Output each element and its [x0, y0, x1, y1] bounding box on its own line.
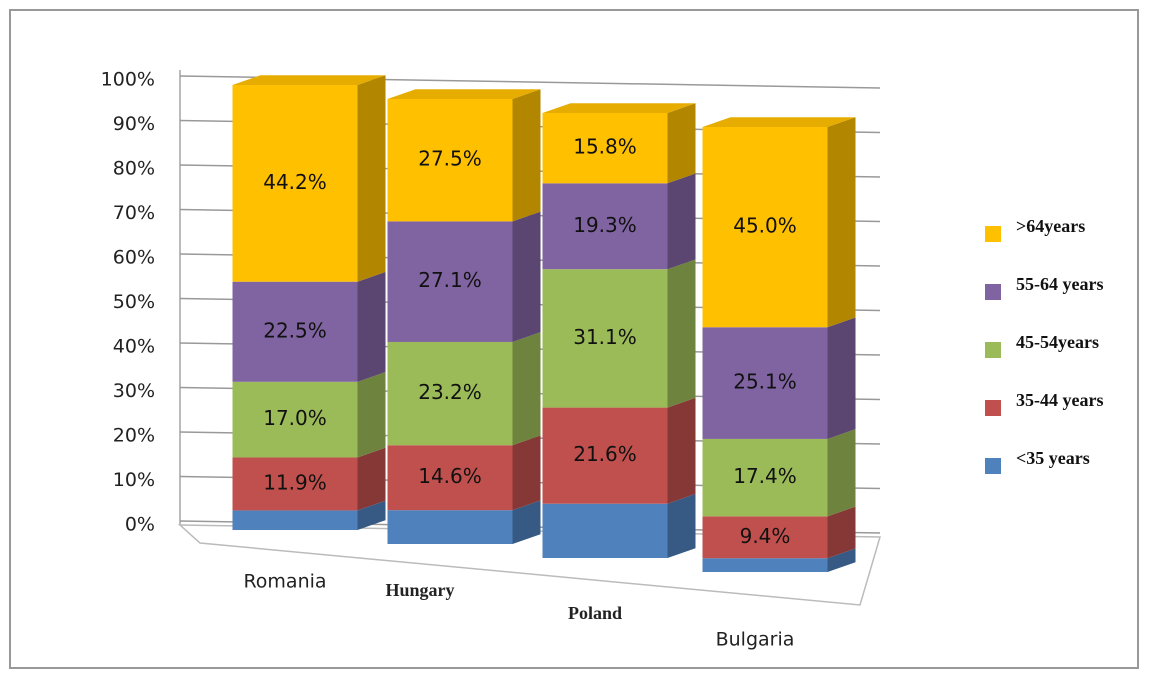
bar-segment	[542, 407, 668, 504]
value-label: 31.1%	[573, 325, 637, 349]
bar-top	[387, 89, 541, 99]
bar-segment	[387, 445, 513, 511]
y-tick-label: 40%	[113, 336, 155, 358]
bar-side	[827, 117, 856, 328]
legend-swatch	[985, 342, 1001, 358]
legend-swatch	[985, 400, 1001, 416]
bar-side	[357, 500, 386, 530]
value-label: 11.9%	[263, 470, 327, 494]
bar-segment	[232, 281, 358, 382]
bar-side	[827, 506, 856, 559]
value-label: 17.4%	[733, 464, 797, 488]
legend-label: 35-44 years	[1016, 390, 1103, 410]
legend-label: 55-64 years	[1016, 274, 1103, 294]
value-label: 19.3%	[573, 213, 637, 237]
value-label: 27.5%	[418, 147, 482, 171]
legend-label: <35 years	[1016, 448, 1090, 468]
bar-side	[512, 89, 541, 222]
value-label: 44.2%	[263, 170, 327, 194]
y-tick-label: 60%	[113, 247, 155, 269]
bar-segment	[542, 113, 668, 184]
y-tick-label: 10%	[113, 469, 155, 491]
value-label: 17.0%	[263, 406, 327, 430]
x-tick-label: Hungary	[385, 580, 454, 600]
y-tick-label: 20%	[113, 425, 155, 447]
y-tick-label: 0%	[125, 514, 155, 536]
bar-top	[702, 117, 856, 127]
bar-side	[827, 429, 856, 517]
bar-side	[667, 173, 696, 270]
bar-side	[357, 447, 386, 511]
y-tick-label: 70%	[113, 202, 155, 224]
bar-segment	[387, 510, 513, 544]
x-tick-label: Romania	[243, 571, 326, 593]
value-label: 14.6%	[418, 464, 482, 488]
bar-side	[357, 271, 386, 382]
bar-segment	[232, 381, 358, 458]
value-label: 15.8%	[573, 135, 637, 159]
y-tick-label: 50%	[113, 291, 155, 313]
bar-segment	[387, 99, 513, 222]
bar-segment	[702, 516, 828, 559]
bar-segment	[702, 327, 828, 439]
bar-segment	[542, 269, 668, 408]
bar-side	[667, 103, 696, 184]
bar-side	[512, 500, 541, 544]
bar-top	[232, 75, 386, 85]
legend-label: 45-54years	[1016, 332, 1099, 352]
bar-segment	[387, 341, 513, 446]
bar-side	[512, 435, 541, 511]
legend-swatch	[985, 284, 1001, 300]
bar-side	[357, 75, 386, 282]
bar-segment	[387, 221, 513, 342]
bar-segment	[232, 457, 358, 511]
value-label: 21.6%	[573, 442, 637, 466]
bar-segment	[702, 438, 828, 517]
value-label: 23.2%	[418, 380, 482, 404]
legend-label: >64years	[1016, 216, 1085, 236]
bar-side	[512, 211, 541, 342]
bar-side	[827, 317, 856, 439]
value-label: 27.1%	[418, 268, 482, 292]
bar-side	[667, 397, 696, 504]
bar-segment	[542, 183, 668, 270]
bar-segment	[702, 558, 828, 572]
value-label: 45.0%	[733, 214, 797, 238]
bar-top	[542, 103, 696, 113]
value-label: 25.1%	[733, 370, 797, 394]
bar-side	[827, 548, 856, 572]
x-tick-label: Bulgaria	[716, 629, 795, 651]
x-tick-label: Poland	[568, 603, 622, 623]
bar-side	[512, 332, 541, 446]
bar-side	[667, 493, 696, 558]
value-label: 9.4%	[740, 524, 791, 548]
bar-segment	[542, 503, 668, 558]
legend-swatch	[985, 226, 1001, 242]
bar-side	[667, 259, 696, 408]
bar-side	[357, 372, 386, 458]
bar-segment	[232, 510, 358, 530]
y-tick-label: 30%	[113, 380, 155, 402]
y-tick-label: 90%	[113, 113, 155, 135]
y-tick-label: 80%	[113, 158, 155, 180]
legend-swatch	[985, 458, 1001, 474]
y-tick-label: 100%	[101, 69, 155, 91]
bar-segment	[702, 127, 828, 328]
bar-segment	[232, 85, 358, 282]
value-label: 22.5%	[263, 318, 327, 342]
